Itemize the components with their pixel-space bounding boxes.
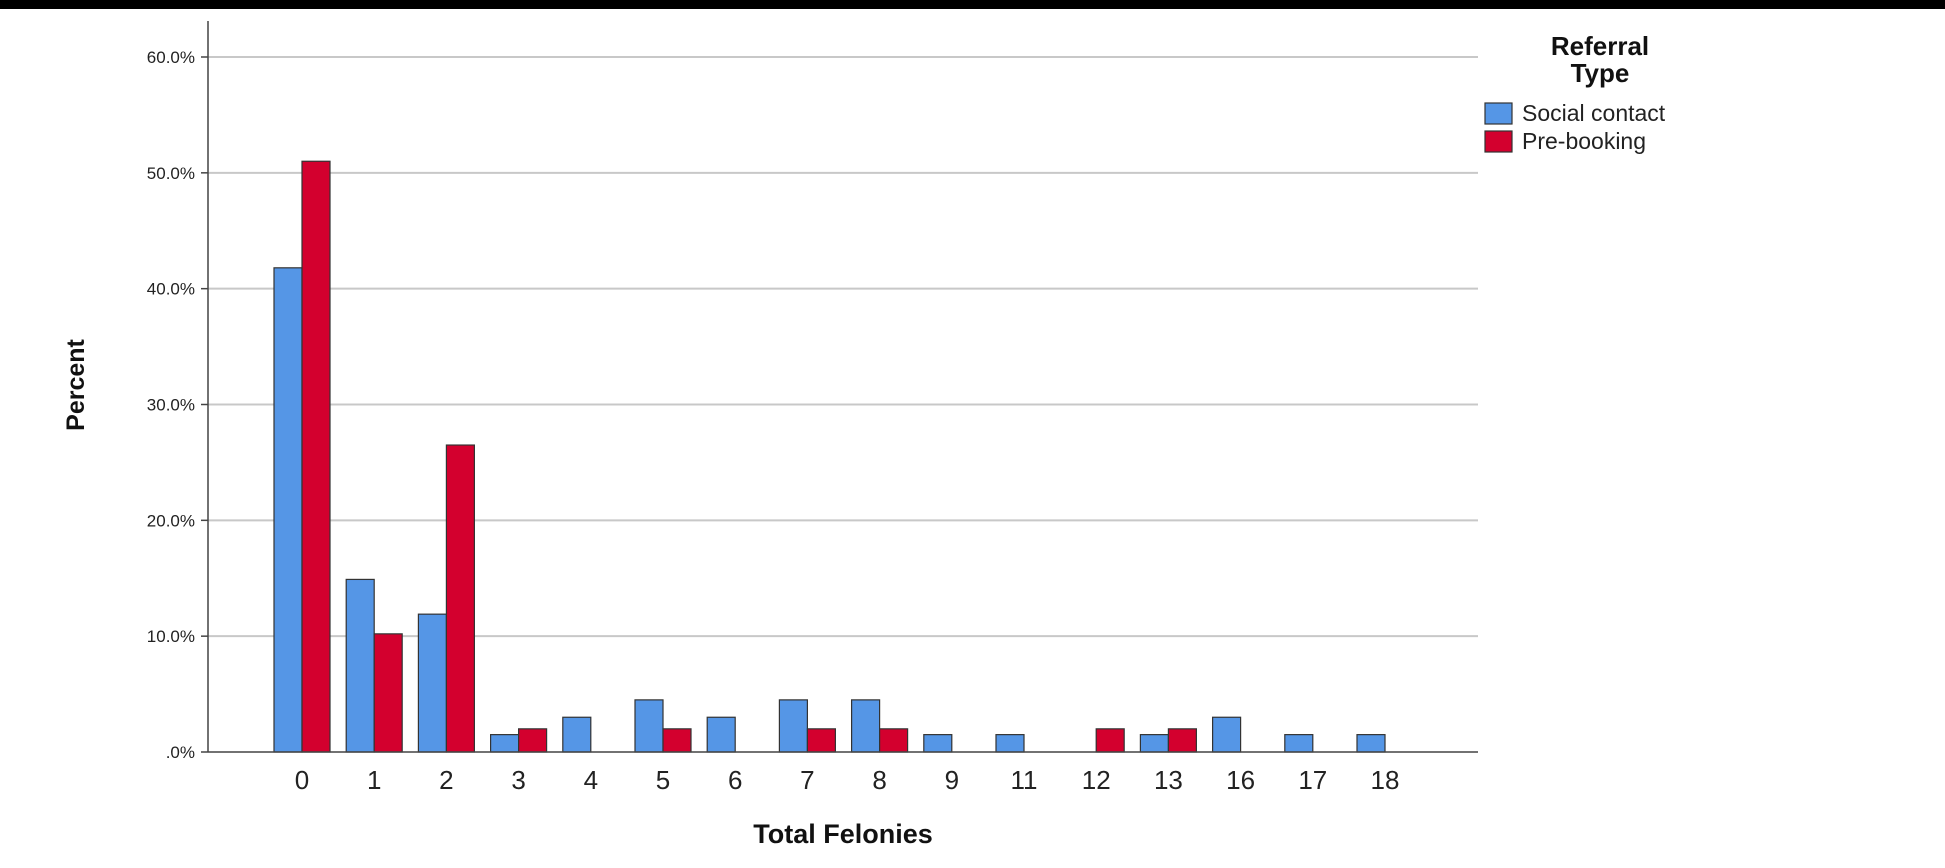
bar <box>1211 716 1242 753</box>
bar <box>1356 734 1386 753</box>
x-tick-label: 0 <box>295 765 309 795</box>
bar <box>490 734 520 753</box>
bar <box>1139 734 1170 753</box>
y-tick-label: 40.0% <box>147 280 195 299</box>
x-tick-label: 6 <box>728 765 742 795</box>
y-tick-label: .0% <box>166 743 195 762</box>
x-tick-label: 9 <box>945 765 959 795</box>
bar <box>850 699 881 753</box>
x-tick-label: 7 <box>800 765 814 795</box>
x-tick-label: 4 <box>584 765 598 795</box>
bar <box>662 728 692 753</box>
y-tick-label: 50.0% <box>147 164 195 183</box>
y-tick-labels: .0% 10.0% 20.0% 30.0% 40.0% 50.0% 60.0% <box>147 48 195 762</box>
x-tick-label: 11 <box>1011 765 1038 795</box>
bar <box>417 613 447 753</box>
x-tick-label: 12 <box>1082 765 1111 795</box>
bar <box>301 160 331 753</box>
y-tick-label: 60.0% <box>147 48 195 67</box>
y-tick-label: 30.0% <box>147 396 195 415</box>
legend-swatch <box>1484 130 1513 153</box>
x-tick-labels: 0 1 2 3 4 5 6 7 8 9 11 12 13 16 17 18 <box>295 765 1400 795</box>
x-axis-label: Total Felonies <box>753 819 933 849</box>
axes <box>201 21 1478 753</box>
bar <box>445 444 475 753</box>
bar <box>373 633 403 753</box>
legend-title: Type <box>1571 58 1630 88</box>
x-tick-label: 5 <box>656 765 670 795</box>
bar <box>1284 734 1314 753</box>
bar <box>878 728 909 753</box>
y-axis-label: Percent <box>62 338 90 430</box>
bar <box>345 578 375 753</box>
bar <box>562 716 592 753</box>
x-tick-label: 3 <box>511 765 525 795</box>
bar <box>1167 728 1198 753</box>
bar <box>923 734 953 753</box>
bar <box>995 734 1025 753</box>
y-tick-label: 20.0% <box>147 511 195 530</box>
x-tick-label: 18 <box>1371 765 1400 795</box>
x-tick-label: 17 <box>1298 765 1327 795</box>
x-tick-label: 8 <box>872 765 886 795</box>
x-tick-label: 1 <box>367 765 381 795</box>
legend-swatch <box>1484 102 1513 125</box>
legend-label: Pre-booking <box>1522 128 1646 154</box>
gridlines <box>208 56 1478 638</box>
y-tick-label: 10.0% <box>147 627 195 646</box>
bar <box>706 716 736 753</box>
bar <box>778 699 809 753</box>
x-tick-label: 2 <box>439 765 453 795</box>
bar <box>806 728 837 753</box>
bar <box>1095 728 1125 753</box>
bar <box>634 699 664 753</box>
legend-title: Referral <box>1551 31 1649 61</box>
legend-label: Social contact <box>1522 100 1666 126</box>
x-tick-label: 13 <box>1154 765 1183 795</box>
x-tick-label: 16 <box>1226 765 1255 795</box>
bars <box>273 160 1386 753</box>
bar <box>517 728 548 753</box>
bar <box>273 267 303 753</box>
